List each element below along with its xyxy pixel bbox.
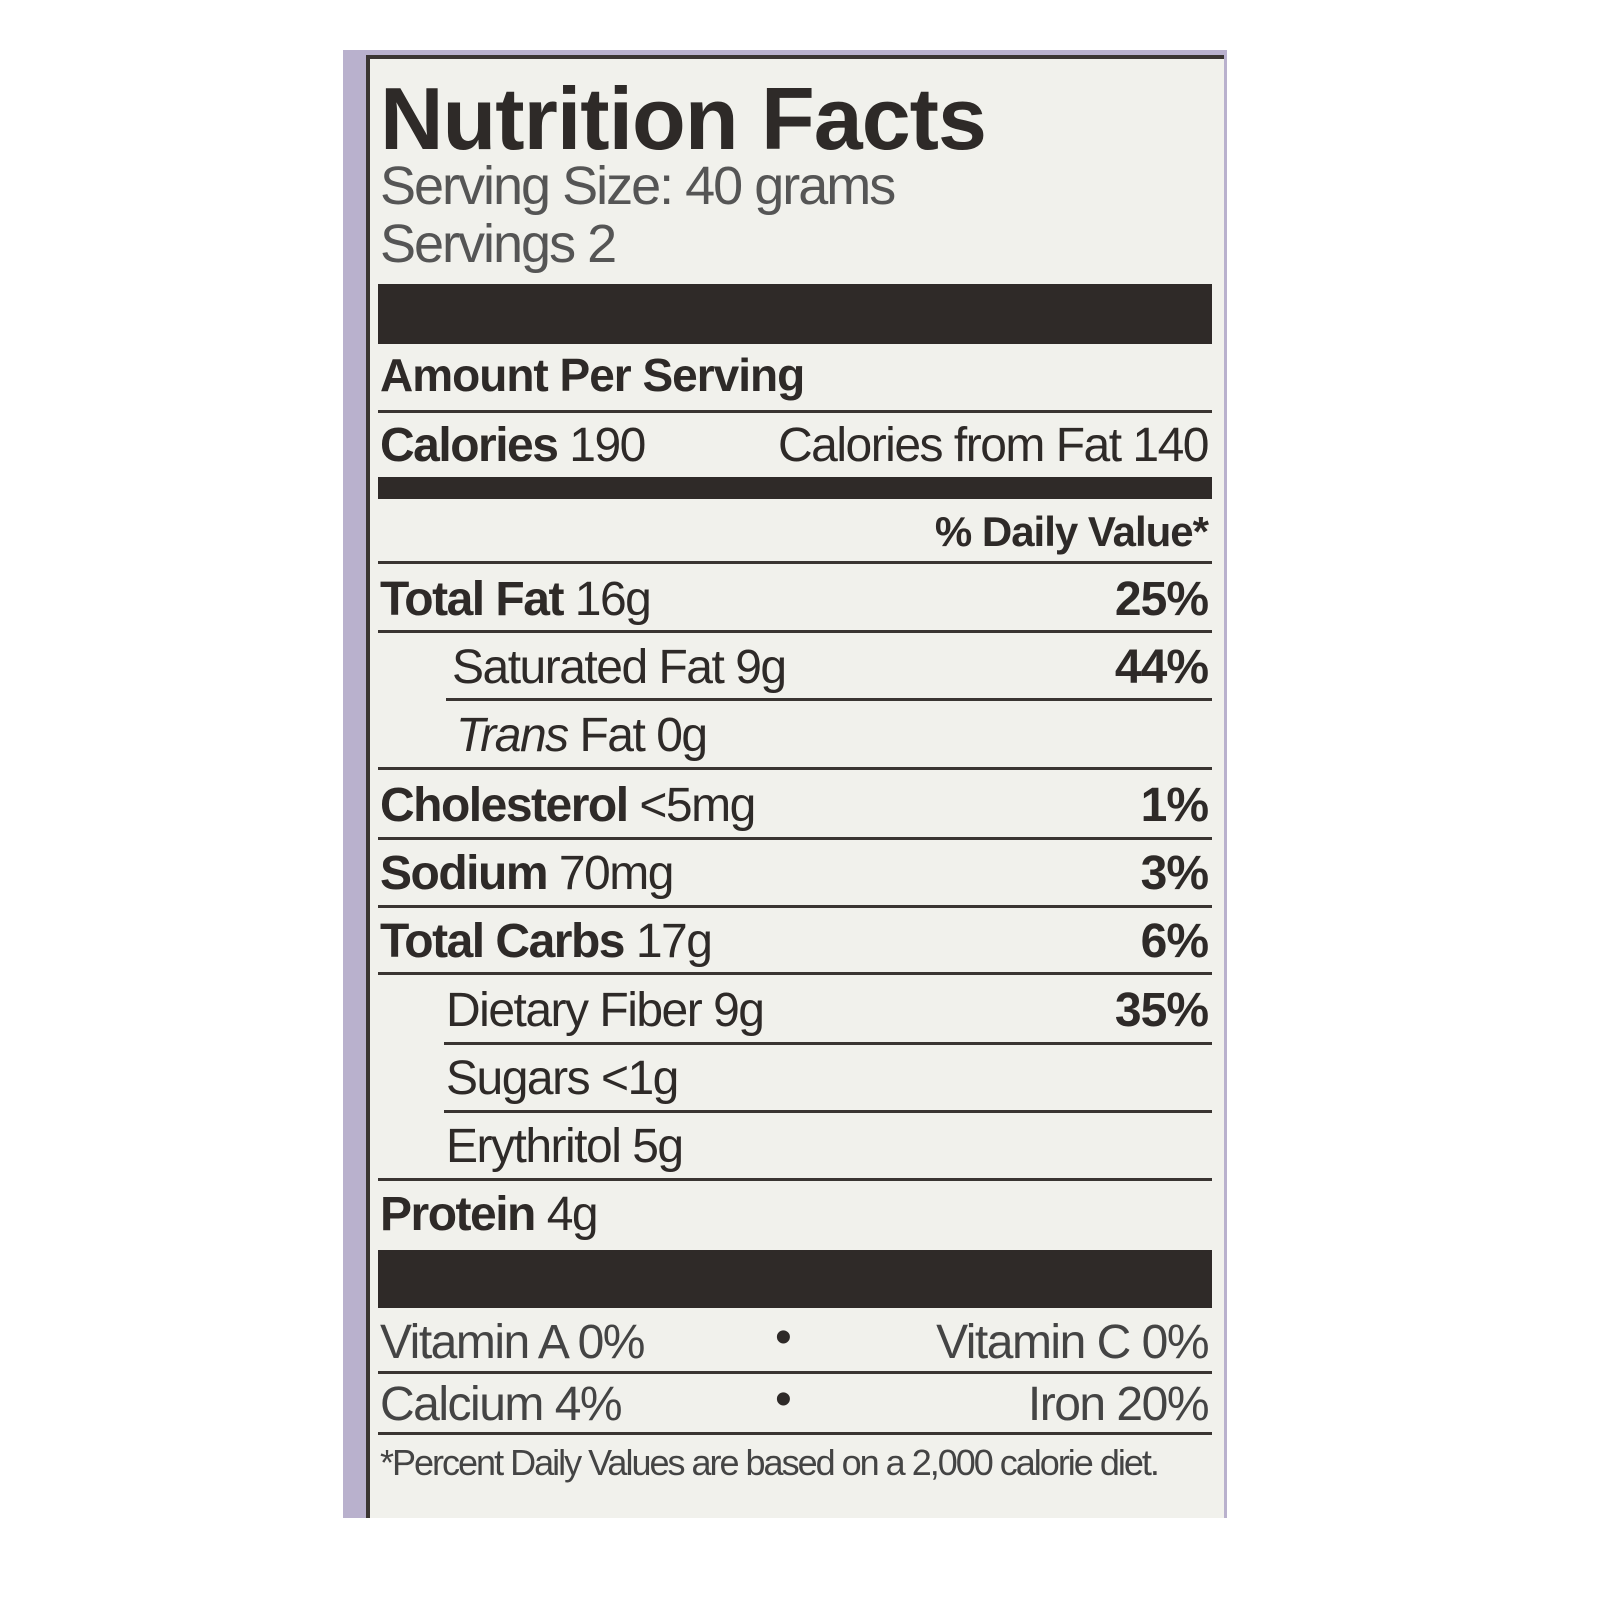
divider [446, 698, 1212, 701]
nutrient-total-fat: Total Fat 16g [380, 572, 652, 627]
divider [378, 1178, 1212, 1181]
nutrient-label: Sugars [446, 1052, 591, 1105]
nutrient-dietary-fiber: Dietary Fiber 9g [446, 983, 765, 1038]
divider [378, 837, 1212, 840]
divider [378, 767, 1212, 770]
nutrient-protein: Protein 4g [380, 1187, 599, 1242]
vitamin-a: Vitamin A 0% [380, 1316, 645, 1369]
divider [378, 905, 1212, 908]
calories-from-fat: Calories from Fat 140 [777, 418, 1210, 473]
nutrient-label: Erythritol [446, 1120, 622, 1173]
divider [378, 1432, 1212, 1435]
nutrient-label: Sodium [380, 847, 549, 900]
nutrient-amount: 9g [713, 984, 765, 1037]
nutrient-cholesterol: Cholesterol <5mg [380, 778, 756, 833]
footnote: *Percent Daily Values are based on a 2,0… [380, 1442, 1160, 1483]
nutrient-saturated-fat: Saturated Fat 9g [452, 640, 787, 695]
dv-total-fat: 25% [1114, 573, 1209, 626]
dv-cholesterol: 1% [1140, 779, 1209, 832]
thick-divider [378, 284, 1212, 344]
nutrient-amount: 5g [632, 1120, 684, 1173]
vitamin-c: Vitamin C 0% [936, 1316, 1209, 1369]
nutrient-amount: 0g [656, 709, 708, 762]
nutrient-sugars: Sugars <1g [446, 1051, 679, 1106]
divider [378, 410, 1212, 413]
medium-divider [378, 477, 1212, 499]
nutrient-amount: <1g [600, 1052, 679, 1105]
nutrient-amount: 70mg [558, 847, 675, 900]
serving-size: Serving Size: 40 grams [380, 156, 896, 216]
dv-dietary-fiber: 35% [1114, 984, 1209, 1037]
nutrient-erythritol: Erythritol 5g [446, 1119, 684, 1174]
nutrient-trans-fat: Trans Fat 0g [456, 708, 708, 763]
dv-total-carbs: 6% [1140, 915, 1209, 968]
thick-divider [378, 1250, 1212, 1308]
calories-from-fat-value: 140 [1132, 419, 1209, 472]
nutrient-label: Total Carbs [380, 915, 625, 968]
calories-label: Calories [380, 419, 559, 472]
nutrient-label: Dietary Fiber [446, 984, 703, 1037]
nutrient-amount: 17g [635, 915, 713, 968]
nutrient-label: Total Fat [380, 573, 564, 626]
dv-sodium: 3% [1140, 847, 1209, 900]
nutrient-total-carbs: Total Carbs 17g [380, 914, 713, 969]
nutrient-amount: 4g [546, 1188, 599, 1241]
amount-per-serving: Amount Per Serving [380, 349, 805, 401]
nutrient-label: Protein [380, 1188, 536, 1241]
divider [378, 630, 1212, 633]
divider [378, 1371, 1212, 1374]
calcium: Calcium 4% [380, 1378, 623, 1431]
bullet-icon: • [775, 1311, 792, 1364]
nutrient-amount: <5mg [639, 779, 756, 832]
bullet-icon: • [775, 1373, 792, 1426]
nutrient-label-suffix: Fat [579, 709, 645, 762]
calories-from-fat-label: Calories from Fat [777, 419, 1122, 472]
nutrient-label: Cholesterol [380, 779, 629, 832]
nutrient-amount: 9g [735, 641, 787, 694]
calories-row: Calories 190 [380, 418, 646, 473]
servings: Servings 2 [380, 214, 617, 274]
iron: Iron 20% [1027, 1378, 1210, 1431]
calories-value: 190 [569, 419, 646, 472]
divider [378, 972, 1212, 975]
divider [444, 1110, 1212, 1113]
dv-saturated-fat: 44% [1114, 641, 1209, 694]
divider [444, 1042, 1212, 1045]
nutrient-amount: 16g [574, 573, 652, 626]
nutrient-sodium: Sodium 70mg [380, 846, 675, 901]
nutrient-label: Trans [456, 709, 569, 762]
daily-value-header: % Daily Value* [934, 508, 1209, 555]
divider [378, 561, 1212, 564]
nutrient-label: Saturated Fat [452, 641, 725, 694]
label-title: Nutrition Facts [380, 69, 987, 168]
